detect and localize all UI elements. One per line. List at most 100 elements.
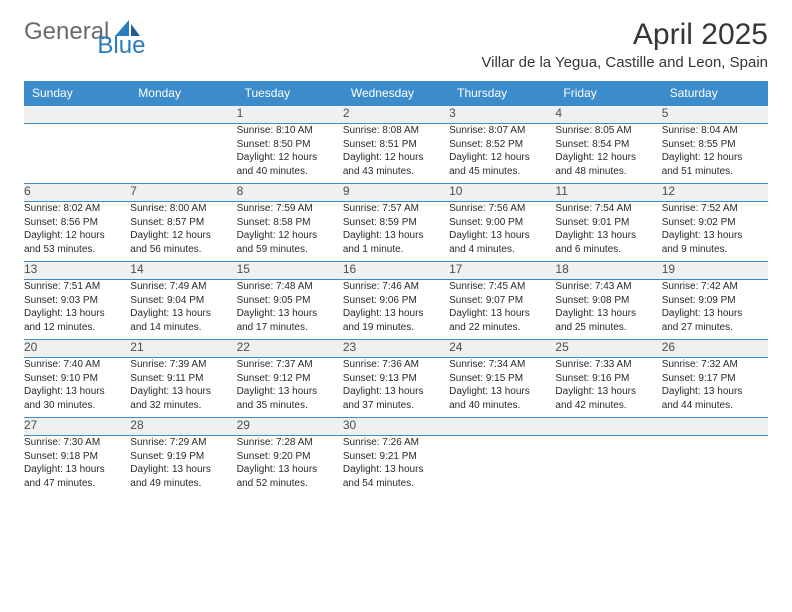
day-content-cell: Sunrise: 7:36 AMSunset: 9:13 PMDaylight:… [343, 358, 449, 418]
daylight-text: Daylight: 12 hours [662, 151, 768, 165]
day-content-cell [449, 436, 555, 496]
sunrise-text: Sunrise: 7:28 AM [237, 436, 343, 450]
daynum-row: 27282930 [24, 418, 768, 436]
header: General Blue April 2025 Villar de la Yeg… [24, 18, 768, 71]
sunset-text: Sunset: 9:00 PM [449, 216, 555, 230]
col-friday: Friday [555, 81, 661, 106]
daylight-text: and 19 minutes. [343, 321, 449, 335]
day-content-cell [130, 124, 236, 184]
day-content-cell: Sunrise: 8:02 AMSunset: 8:56 PMDaylight:… [24, 202, 130, 262]
day-number-cell: 13 [24, 262, 130, 280]
sunset-text: Sunset: 9:10 PM [24, 372, 130, 386]
daylight-text: Daylight: 13 hours [24, 385, 130, 399]
logo: General Blue [24, 18, 193, 46]
sunset-text: Sunset: 9:16 PM [555, 372, 661, 386]
day-content-cell: Sunrise: 8:08 AMSunset: 8:51 PMDaylight:… [343, 124, 449, 184]
daylight-text: Daylight: 13 hours [343, 463, 449, 477]
day-content-cell: Sunrise: 7:33 AMSunset: 9:16 PMDaylight:… [555, 358, 661, 418]
sunrise-text: Sunrise: 7:51 AM [24, 280, 130, 294]
day-number-cell [24, 106, 130, 124]
daylight-text: Daylight: 13 hours [343, 229, 449, 243]
title-block: April 2025 Villar de la Yegua, Castille … [481, 18, 768, 71]
day-content-cell [24, 124, 130, 184]
daylight-text: and 22 minutes. [449, 321, 555, 335]
daylight-text: Daylight: 13 hours [449, 385, 555, 399]
sunrise-text: Sunrise: 8:07 AM [449, 124, 555, 138]
daylight-text: and 14 minutes. [130, 321, 236, 335]
day-content-cell: Sunrise: 7:54 AMSunset: 9:01 PMDaylight:… [555, 202, 661, 262]
sunset-text: Sunset: 8:52 PM [449, 138, 555, 152]
sunset-text: Sunset: 8:57 PM [130, 216, 236, 230]
sunrise-text: Sunrise: 8:04 AM [662, 124, 768, 138]
day-content-cell: Sunrise: 7:32 AMSunset: 9:17 PMDaylight:… [662, 358, 768, 418]
content-row: Sunrise: 8:10 AMSunset: 8:50 PMDaylight:… [24, 124, 768, 184]
sunset-text: Sunset: 9:18 PM [24, 450, 130, 464]
day-number-cell: 26 [662, 340, 768, 358]
daylight-text: and 32 minutes. [130, 399, 236, 413]
day-content-cell: Sunrise: 8:10 AMSunset: 8:50 PMDaylight:… [237, 124, 343, 184]
daylight-text: Daylight: 13 hours [24, 463, 130, 477]
sunset-text: Sunset: 9:19 PM [130, 450, 236, 464]
day-number-cell: 28 [130, 418, 236, 436]
daylight-text: Daylight: 13 hours [130, 307, 236, 321]
daylight-text: Daylight: 12 hours [555, 151, 661, 165]
sunset-text: Sunset: 8:50 PM [237, 138, 343, 152]
daylight-text: Daylight: 13 hours [449, 307, 555, 321]
sunrise-text: Sunrise: 7:36 AM [343, 358, 449, 372]
day-content-cell: Sunrise: 7:59 AMSunset: 8:58 PMDaylight:… [237, 202, 343, 262]
sunset-text: Sunset: 9:11 PM [130, 372, 236, 386]
day-number-cell: 15 [237, 262, 343, 280]
day-content-cell: Sunrise: 7:29 AMSunset: 9:19 PMDaylight:… [130, 436, 236, 496]
sunrise-text: Sunrise: 7:48 AM [237, 280, 343, 294]
day-content-cell: Sunrise: 7:37 AMSunset: 9:12 PMDaylight:… [237, 358, 343, 418]
content-row: Sunrise: 7:30 AMSunset: 9:18 PMDaylight:… [24, 436, 768, 496]
daylight-text: and 59 minutes. [237, 243, 343, 257]
month-title: April 2025 [481, 18, 768, 52]
daylight-text: and 30 minutes. [24, 399, 130, 413]
day-content-cell: Sunrise: 7:34 AMSunset: 9:15 PMDaylight:… [449, 358, 555, 418]
daylight-text: and 4 minutes. [449, 243, 555, 257]
sunrise-text: Sunrise: 7:42 AM [662, 280, 768, 294]
daylight-text: and 49 minutes. [130, 477, 236, 491]
day-number-cell: 5 [662, 106, 768, 124]
col-monday: Monday [130, 81, 236, 106]
daylight-text: and 45 minutes. [449, 165, 555, 179]
col-tuesday: Tuesday [237, 81, 343, 106]
daylight-text: Daylight: 13 hours [130, 385, 236, 399]
day-number-cell: 11 [555, 184, 661, 202]
day-number-cell: 23 [343, 340, 449, 358]
daylight-text: and 25 minutes. [555, 321, 661, 335]
day-number-cell: 4 [555, 106, 661, 124]
day-number-cell [555, 418, 661, 436]
day-content-cell: Sunrise: 7:42 AMSunset: 9:09 PMDaylight:… [662, 280, 768, 340]
day-number-cell: 12 [662, 184, 768, 202]
daylight-text: Daylight: 13 hours [662, 385, 768, 399]
daylight-text: and 48 minutes. [555, 165, 661, 179]
daylight-text: and 35 minutes. [237, 399, 343, 413]
day-number-cell: 2 [343, 106, 449, 124]
sunset-text: Sunset: 9:07 PM [449, 294, 555, 308]
daylight-text: Daylight: 13 hours [449, 229, 555, 243]
day-content-cell: Sunrise: 8:00 AMSunset: 8:57 PMDaylight:… [130, 202, 236, 262]
sunset-text: Sunset: 9:08 PM [555, 294, 661, 308]
content-row: Sunrise: 8:02 AMSunset: 8:56 PMDaylight:… [24, 202, 768, 262]
calendar-table: Sunday Monday Tuesday Wednesday Thursday… [24, 81, 768, 496]
day-number-cell: 3 [449, 106, 555, 124]
daylight-text: Daylight: 13 hours [662, 307, 768, 321]
daylight-text: and 12 minutes. [24, 321, 130, 335]
day-number-cell: 27 [24, 418, 130, 436]
day-content-cell: Sunrise: 8:07 AMSunset: 8:52 PMDaylight:… [449, 124, 555, 184]
daylight-text: and 56 minutes. [130, 243, 236, 257]
sunrise-text: Sunrise: 7:29 AM [130, 436, 236, 450]
daylight-text: and 42 minutes. [555, 399, 661, 413]
sunset-text: Sunset: 8:56 PM [24, 216, 130, 230]
daylight-text: and 6 minutes. [555, 243, 661, 257]
day-number-cell: 21 [130, 340, 236, 358]
daylight-text: and 52 minutes. [237, 477, 343, 491]
day-content-cell: Sunrise: 7:26 AMSunset: 9:21 PMDaylight:… [343, 436, 449, 496]
day-number-cell [449, 418, 555, 436]
sunrise-text: Sunrise: 7:46 AM [343, 280, 449, 294]
sunrise-text: Sunrise: 7:26 AM [343, 436, 449, 450]
daylight-text: Daylight: 12 hours [237, 151, 343, 165]
daylight-text: and 51 minutes. [662, 165, 768, 179]
